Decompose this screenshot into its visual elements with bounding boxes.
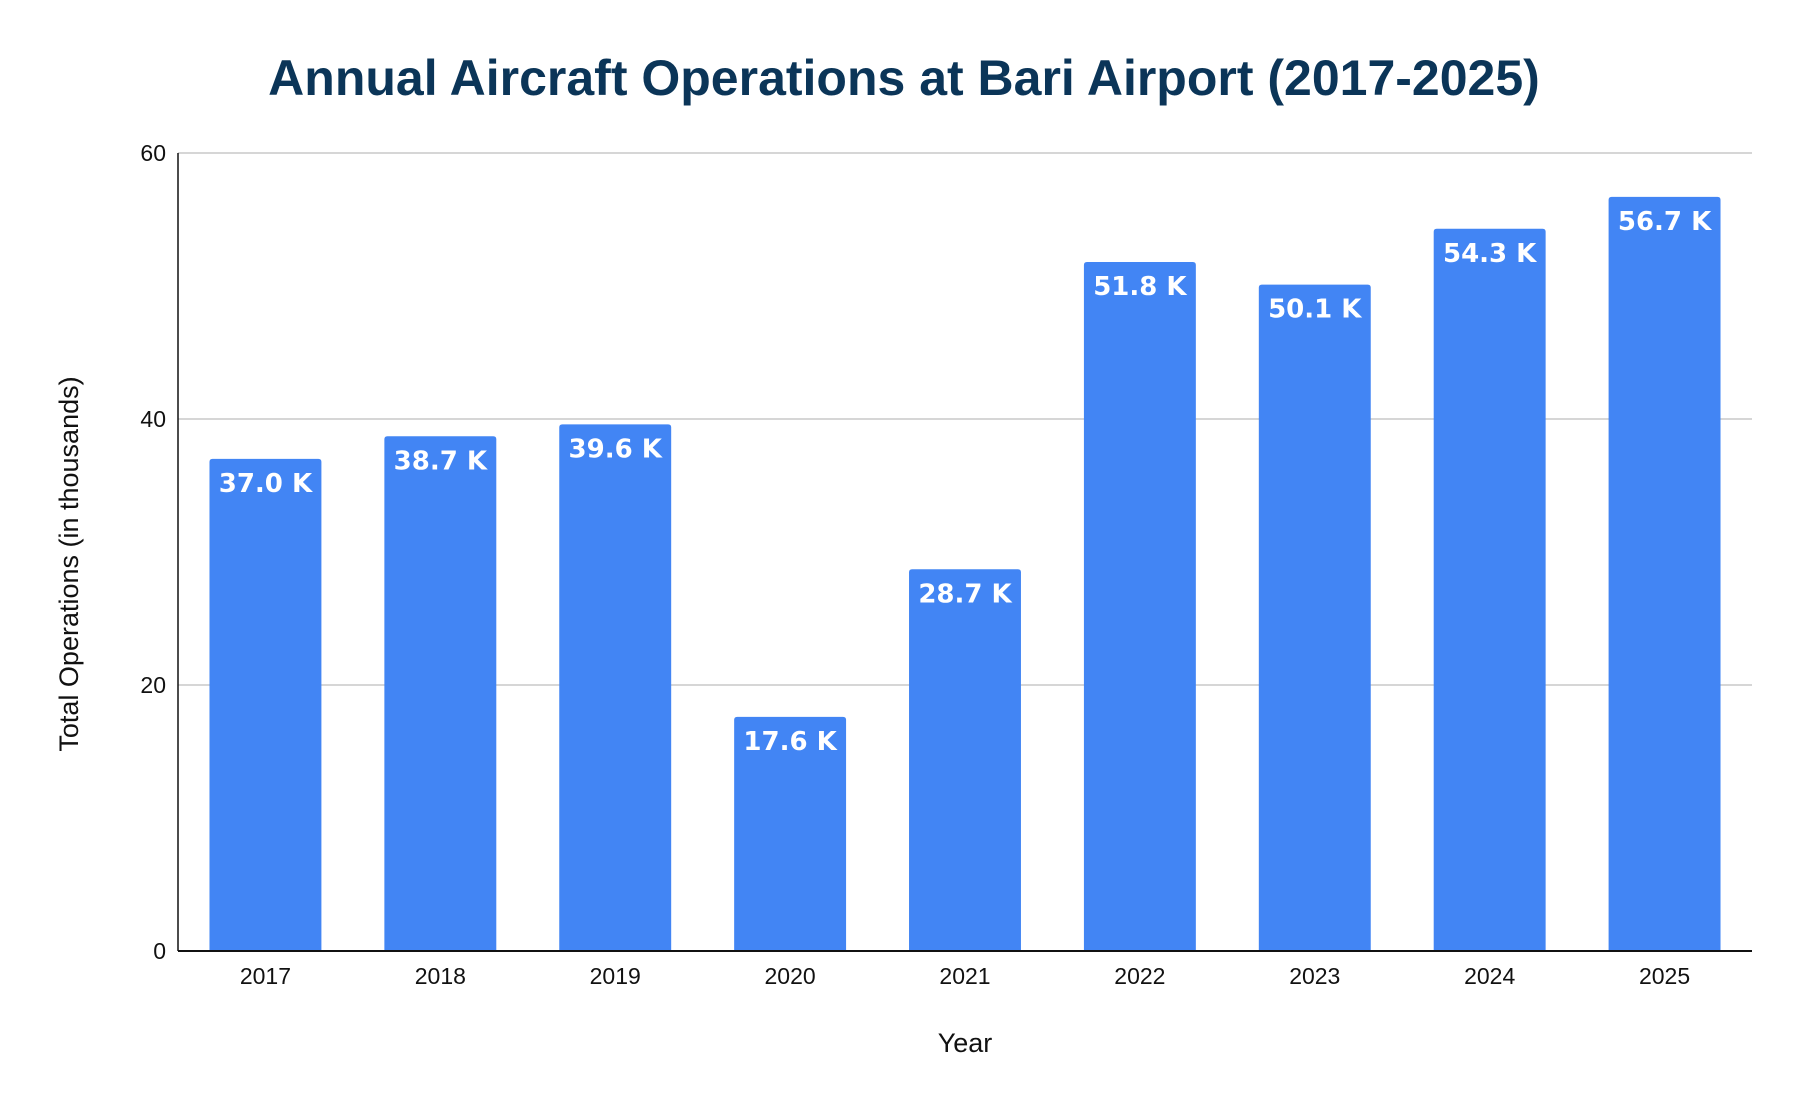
data-label: 37.0 K [219, 469, 313, 499]
x-tick-label: 2017 [240, 963, 291, 989]
bar-2017 [209, 458, 322, 951]
data-label: 51.8 K [1093, 272, 1187, 302]
chart-title: Annual Aircraft Operations at Bari Airpo… [268, 50, 1540, 106]
bar-2019 [559, 424, 672, 951]
data-labels: 37.0 K 38.7 K 39.6 K 17.6 K 28.7 K 51.8 K 50.1… [219, 207, 1712, 757]
x-tick-label: 2025 [1639, 963, 1690, 989]
bar-2022 [1083, 262, 1196, 951]
bars [209, 196, 1721, 951]
data-label: 56.7 K [1618, 207, 1712, 237]
data-label: 50.1 K [1268, 295, 1362, 325]
y-tick-label: 20 [140, 672, 166, 698]
x-tick-label: 2022 [1114, 963, 1165, 989]
y-tick-label: 0 [153, 938, 166, 964]
data-label: 54.3 K [1443, 239, 1537, 269]
x-tick-label: 2019 [590, 963, 641, 989]
data-label: 39.6 K [569, 434, 663, 464]
x-tick-label: 2023 [1289, 963, 1340, 989]
x-tick-label: 2021 [939, 963, 990, 989]
data-label: 38.7 K [394, 446, 488, 476]
y-tick-label: 40 [140, 406, 166, 432]
bar-2020 [734, 716, 847, 951]
x-tick-labels: 2017 2018 2019 2020 2021 2022 2023 2024 2025 [240, 963, 1690, 989]
x-axis-label: Year [938, 1028, 993, 1058]
x-tick-label: 2020 [765, 963, 816, 989]
data-label: 28.7 K [918, 579, 1012, 609]
bar-2018 [384, 436, 497, 951]
x-tick-label: 2024 [1464, 963, 1515, 989]
y-tick-labels: 0 20 40 60 [140, 140, 166, 964]
data-label: 17.6 K [743, 727, 837, 757]
bar-2021 [909, 569, 1021, 951]
axes [177, 153, 1752, 952]
bar-2024 [1433, 228, 1546, 951]
y-axis-label: Total Operations (in thousands) [54, 376, 84, 751]
bar-2025 [1608, 196, 1721, 951]
y-tick-label: 60 [140, 140, 166, 166]
bar-2023 [1258, 284, 1371, 951]
x-tick-label: 2018 [415, 963, 466, 989]
